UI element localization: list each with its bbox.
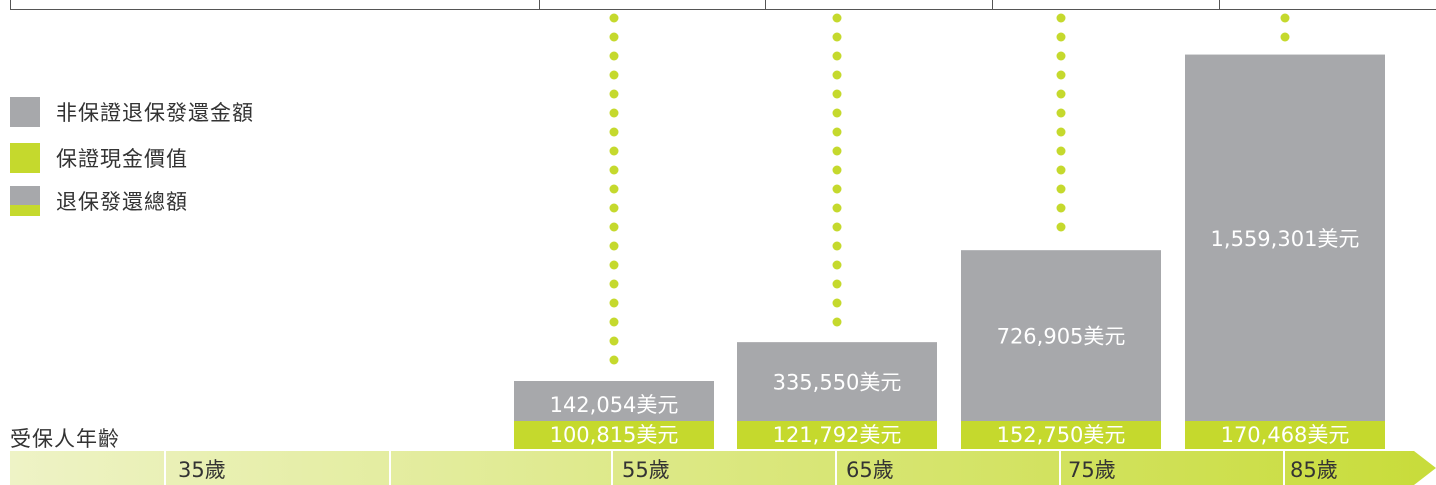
- connector-dot: [832, 108, 842, 118]
- table-frame: [10, 0, 1436, 10]
- connector-dot: [832, 184, 842, 194]
- bar-guaranteed: [737, 421, 937, 449]
- connector-dot: [1056, 89, 1066, 99]
- frame-divider: [1219, 0, 1220, 10]
- connector-dot: [832, 298, 842, 308]
- bar-label-guaranteed: 152,750美元: [997, 423, 1126, 447]
- legend-label: 退保發還總額: [56, 190, 188, 214]
- connector-dot: [609, 241, 619, 251]
- age-label-85: 85歲: [1290, 458, 1338, 482]
- bar-guaranteed: [1185, 421, 1385, 449]
- bar-label-non-guaranteed: 142,054美元: [550, 393, 679, 417]
- connector-dot: [832, 241, 842, 251]
- connector-dot: [609, 203, 619, 213]
- connector-dot: [1056, 70, 1066, 80]
- connector-dot: [1056, 146, 1066, 156]
- connector-dot: [1056, 203, 1066, 213]
- connector-dot: [832, 89, 842, 99]
- connector-dot: [609, 298, 619, 308]
- connector-dot: [1056, 127, 1066, 137]
- legend-non-guaranteed: 非保證退保發還金額: [10, 97, 254, 127]
- connector-dot: [609, 260, 619, 270]
- connector-dot: [832, 317, 842, 327]
- connector-dot: [1056, 165, 1066, 175]
- bar-label-guaranteed: 121,792美元: [773, 423, 902, 447]
- bar-label-guaranteed: 170,468美元: [1221, 423, 1350, 447]
- connector-dot: [609, 89, 619, 99]
- age-axis-title: 受保人年齡: [10, 427, 120, 451]
- connector-dot: [1056, 51, 1066, 61]
- frame-divider: [992, 0, 993, 10]
- legend-swatch-gray: [10, 97, 40, 127]
- connector-dot: [832, 222, 842, 232]
- connector-dot: [609, 184, 619, 194]
- connector-dot: [609, 165, 619, 175]
- connector-dot: [1056, 13, 1066, 23]
- legend-label: 非保證退保發還金額: [56, 101, 254, 125]
- age-label-35: 35歲: [178, 458, 226, 482]
- connector-dot: [832, 70, 842, 80]
- legend-total: 退保發還總額: [10, 186, 188, 216]
- bar-label-non-guaranteed: 335,550美元: [773, 371, 902, 395]
- bar-guaranteed: [514, 421, 714, 449]
- bar-label-guaranteed: 100,815美元: [550, 423, 679, 447]
- connector-dot: [1056, 32, 1066, 42]
- connector-dot: [609, 108, 619, 118]
- connector-dot: [609, 32, 619, 42]
- frame-divider: [539, 0, 540, 10]
- bar-non-guaranteed: [1185, 54, 1385, 421]
- connector-dot: [609, 222, 619, 232]
- connector-dot: [609, 336, 619, 346]
- connector-dot: [1056, 184, 1066, 194]
- connector-dot: [609, 127, 619, 137]
- connector-dot: [1280, 32, 1290, 42]
- connector-dot: [609, 51, 619, 61]
- connector-dot: [1280, 13, 1290, 23]
- connector-dot: [609, 317, 619, 327]
- bar-non-guaranteed: [514, 381, 714, 421]
- age-label-55: 55歲: [622, 458, 670, 482]
- connector-dot: [832, 146, 842, 156]
- connector-dot: [832, 32, 842, 42]
- legend-swatch-green: [10, 143, 40, 173]
- connector-dot: [1056, 222, 1066, 232]
- bar-non-guaranteed: [961, 250, 1161, 421]
- connector-dot: [832, 203, 842, 213]
- connector-dot: [832, 51, 842, 61]
- connector-dot: [832, 279, 842, 289]
- frame-divider: [765, 0, 766, 10]
- bar-guaranteed: [961, 421, 1161, 449]
- legend-swatch-combined: [10, 186, 40, 216]
- connector-dot: [609, 355, 619, 365]
- bar-label-non-guaranteed: 726,905美元: [997, 325, 1126, 349]
- connector-dot: [609, 70, 619, 80]
- age-band: [10, 451, 1436, 485]
- connector-dot: [609, 13, 619, 23]
- age-label-75: 75歲: [1068, 458, 1116, 482]
- connector-dot: [832, 127, 842, 137]
- connector-dot: [832, 13, 842, 23]
- age-label-65: 65歲: [846, 458, 894, 482]
- connector-dot: [832, 260, 842, 270]
- bar-label-non-guaranteed: 1,559,301美元: [1211, 227, 1360, 251]
- legend-label: 保證現金價值: [56, 147, 188, 171]
- connector-dot: [609, 279, 619, 289]
- legend-guaranteed: 保證現金價值: [10, 143, 188, 173]
- connector-dot: [1056, 108, 1066, 118]
- connector-dot: [609, 146, 619, 156]
- connector-dot: [832, 165, 842, 175]
- bar-non-guaranteed: [737, 342, 937, 421]
